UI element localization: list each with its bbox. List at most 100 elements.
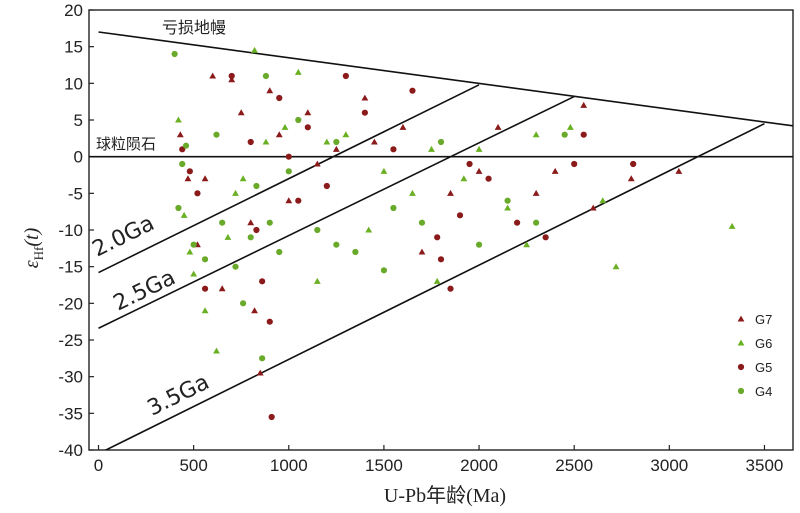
point-g7 — [399, 123, 407, 130]
point-g4 — [259, 355, 266, 362]
point-g5 — [580, 131, 587, 138]
point-g5 — [268, 413, 275, 421]
y-axis-title-epsilon: ε — [21, 260, 43, 268]
point-g6 — [409, 189, 416, 196]
x-tick-label: 500 — [179, 456, 207, 475]
y-tick-label: -30 — [58, 368, 83, 387]
point-g4 — [437, 138, 445, 146]
point-g6 — [313, 277, 321, 284]
y-axis: 20 15 10 5 0 -5 -10 -15 -20 -25 -30 -35 -40 — [58, 1, 94, 460]
x-tick-label: 2000 — [460, 456, 498, 475]
legend-marker — [737, 363, 745, 371]
legend-label: G5 — [755, 360, 772, 375]
legend-item-g7: G7 — [737, 312, 772, 327]
point-g5 — [485, 175, 492, 182]
reference-line-label: 球粒陨石 — [96, 135, 156, 153]
point-g4 — [418, 219, 426, 226]
point-g4 — [475, 241, 483, 248]
y-tick-label: -25 — [58, 331, 83, 350]
point-g6 — [232, 189, 239, 196]
legend-marker — [737, 315, 745, 322]
point-g5 — [447, 285, 454, 292]
point-g6 — [523, 241, 531, 248]
point-g4 — [232, 263, 239, 270]
point-g6 — [224, 233, 232, 240]
point-g6 — [428, 145, 435, 152]
reference-line — [104, 122, 765, 450]
reference-lines — [89, 31, 793, 450]
series-g7 — [176, 72, 683, 376]
point-g7 — [675, 167, 683, 174]
point-g6 — [186, 248, 194, 255]
point-g5 — [342, 72, 349, 80]
point-g7 — [580, 101, 588, 108]
point-g5 — [466, 160, 473, 168]
point-g5 — [409, 87, 416, 94]
y-tick-label: 0 — [74, 148, 83, 167]
reference-line-label: 2.0Ga — [89, 211, 159, 262]
legend-item-g6: G6 — [737, 336, 772, 351]
point-g6 — [728, 222, 736, 229]
reference-line-label: 亏损地幔 — [162, 18, 226, 37]
legend-label: G4 — [755, 384, 772, 399]
reference-line — [98, 31, 793, 127]
point-g7 — [313, 160, 321, 167]
point-g5 — [630, 160, 637, 168]
point-g6 — [460, 175, 468, 182]
reference-line — [98, 84, 480, 274]
point-g4 — [179, 160, 186, 168]
point-g7 — [418, 248, 426, 255]
point-g5 — [186, 168, 193, 175]
point-g4 — [504, 197, 511, 204]
point-g7 — [256, 369, 264, 376]
point-g5 — [276, 94, 283, 102]
point-g7 — [627, 175, 635, 182]
point-g7 — [332, 145, 340, 152]
point-g7 — [285, 197, 293, 204]
legend: G7 G6 G5 G4 — [737, 312, 772, 399]
point-g6 — [281, 123, 289, 130]
y-axis-title-sub: Hf — [31, 246, 46, 260]
point-g6 — [251, 46, 258, 53]
point-g4 — [175, 204, 182, 212]
point-g7 — [551, 167, 559, 174]
point-g7 — [532, 189, 540, 196]
point-g5 — [266, 318, 273, 325]
point-g6 — [380, 167, 388, 174]
point-g7 — [209, 72, 217, 79]
point-g5 — [253, 226, 260, 234]
point-g5 — [434, 234, 441, 241]
x-tick-label: 3500 — [746, 456, 784, 475]
point-g6 — [599, 197, 607, 204]
point-g6 — [475, 145, 483, 152]
point-g4 — [314, 226, 321, 234]
point-g5 — [571, 160, 578, 168]
y-axis-title: εHf(t) — [21, 227, 46, 268]
legend-marker — [737, 339, 745, 346]
point-g5 — [304, 124, 311, 131]
point-g6 — [532, 131, 540, 138]
point-g6 — [365, 226, 373, 233]
point-g6 — [239, 175, 247, 182]
point-g5 — [194, 190, 201, 197]
y-axis-title-t: (t) — [21, 227, 43, 246]
point-g6 — [323, 138, 331, 145]
point-g7 — [589, 204, 597, 211]
series-g5 — [179, 72, 637, 421]
point-g4 — [533, 219, 540, 226]
point-g4 — [333, 138, 340, 146]
point-g7 — [228, 76, 236, 83]
y-tick-label: -10 — [58, 221, 83, 240]
legend-item-g4: G4 — [737, 384, 772, 399]
point-g7 — [304, 109, 312, 116]
point-g5 — [247, 138, 254, 146]
point-g6 — [504, 204, 511, 211]
point-g4 — [213, 131, 220, 138]
point-g5 — [295, 197, 302, 204]
point-g5 — [542, 234, 549, 241]
reference-line-label: 2.5Ga — [110, 265, 180, 316]
x-tick-label: 0 — [94, 456, 103, 475]
point-g4 — [352, 248, 359, 256]
y-tick-label: -15 — [58, 258, 83, 277]
